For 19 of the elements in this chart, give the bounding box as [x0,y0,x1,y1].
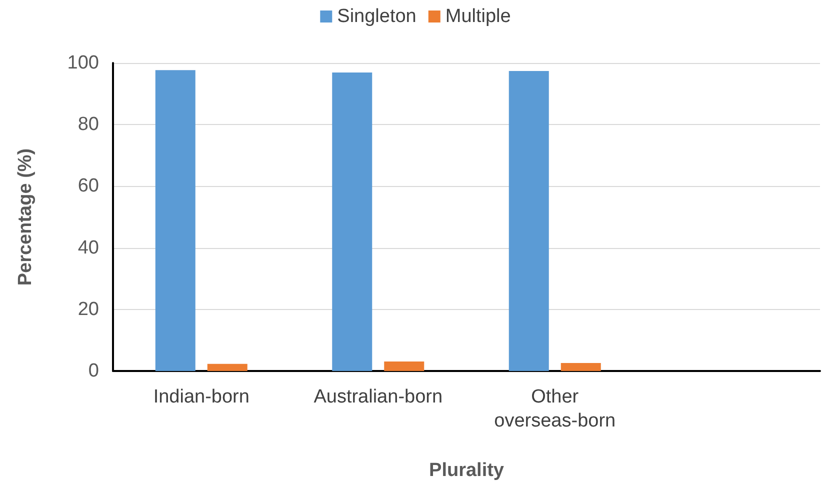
y-tick-label: 20 [78,298,99,320]
bar [384,361,424,371]
y-tick-label: 80 [78,114,99,136]
x-tick-label: Other overseas-born [494,386,616,432]
bar [332,72,372,371]
y-tick-label: 0 [88,360,99,382]
bar [508,71,549,371]
x-tick-label: Indian-born [153,386,250,408]
y-tick-label: 100 [67,52,99,74]
y-tick-label: 40 [78,237,99,258]
y-axis-title: Percentage (%) [15,148,36,286]
bar [560,362,601,371]
y-tick-label: 60 [78,176,99,197]
x-tick-label: Australian-born [314,386,443,408]
bar [155,70,196,371]
bar [207,364,248,371]
legend-label: Singleton [337,6,416,27]
x-axis-title: Plurality [429,460,504,481]
legend-label: Multiple [445,6,511,27]
